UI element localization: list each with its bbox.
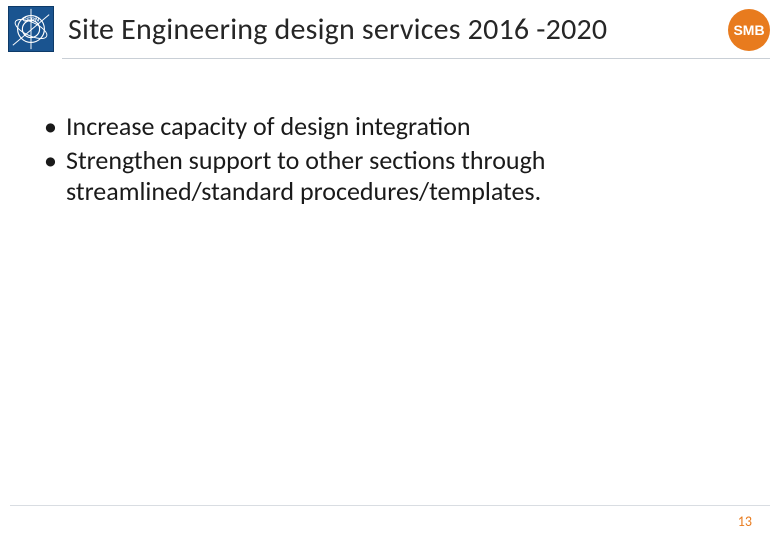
slide-header: CERN Site Engineering design services 20…: [0, 0, 780, 52]
bullet-list: Increase capacity of design integration …: [40, 111, 724, 208]
slide: CERN Site Engineering design services 20…: [0, 0, 780, 540]
list-item: Strengthen support to other sections thr…: [40, 145, 724, 208]
page-number: 13: [738, 513, 752, 530]
slide-title: Site Engineering design services 2016 -2…: [54, 11, 728, 48]
list-item: Increase capacity of design integration: [40, 111, 724, 143]
svg-text:CERN: CERN: [23, 17, 39, 23]
footer-rule: [10, 505, 770, 506]
cern-logo-icon: CERN: [9, 7, 53, 51]
smb-badge: SMB: [728, 9, 770, 51]
cern-logo: CERN: [8, 6, 54, 52]
content-area: Increase capacity of design integration …: [0, 59, 780, 208]
